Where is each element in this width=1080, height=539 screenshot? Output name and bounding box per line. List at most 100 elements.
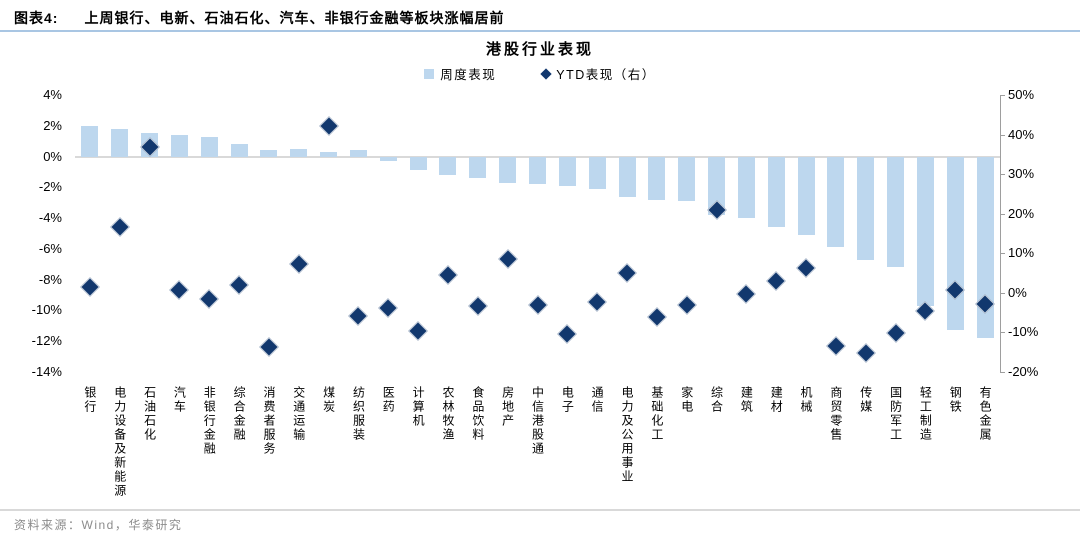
category-label: 综合金融 xyxy=(232,386,247,442)
weekly-bar xyxy=(499,156,517,183)
figure-number: 图表4: xyxy=(14,10,59,26)
category-label: 综合 xyxy=(709,386,724,414)
weekly-bar xyxy=(349,150,367,157)
right-axis-tick xyxy=(1000,213,1005,215)
left-axis-tick-label: -6% xyxy=(38,240,62,256)
ytd-diamond xyxy=(617,262,637,283)
weekly-bar xyxy=(648,156,666,200)
weekly-bar xyxy=(409,156,427,171)
left-axis-tick-label: -8% xyxy=(38,271,62,287)
ytd-diamond xyxy=(169,280,190,301)
right-axis-tick-label: 0% xyxy=(1008,284,1027,300)
category-label: 传媒 xyxy=(858,386,873,414)
category-label: 电力及公用事业 xyxy=(620,386,635,484)
left-axis-tick-label: -2% xyxy=(38,179,62,195)
right-axis-tick xyxy=(1000,253,1005,255)
weekly-bar xyxy=(379,156,397,162)
ytd-diamond xyxy=(557,324,578,344)
weekly-bar xyxy=(290,148,308,157)
right-axis-tick-label: 30% xyxy=(1008,166,1035,182)
weekly-bar xyxy=(737,156,755,219)
right-axis-tick-label: -10% xyxy=(1008,324,1039,340)
ytd-diamond xyxy=(438,265,458,285)
category-label: 房地产 xyxy=(500,386,515,428)
weekly-bar xyxy=(946,156,964,331)
right-axis-tick xyxy=(1000,372,1005,373)
category-label: 基础化工 xyxy=(649,386,664,442)
ytd-diamond xyxy=(80,276,100,297)
category-label: 家电 xyxy=(679,386,694,414)
legend-label-weekly: 周度表现 xyxy=(440,68,497,82)
ytd-diamond xyxy=(199,288,220,309)
right-axis-tick xyxy=(1000,332,1005,334)
weekly-bar xyxy=(887,156,905,268)
weekly-bar xyxy=(170,135,188,157)
ytd-diamond xyxy=(796,258,816,279)
category-label: 消费者服务 xyxy=(261,386,276,456)
left-axis-tick-label: -12% xyxy=(31,333,62,349)
ytd-diamond xyxy=(587,292,608,312)
ytd-diamond xyxy=(825,335,846,356)
right-axis-tick xyxy=(1000,174,1005,176)
right-axis-line xyxy=(1000,95,1001,372)
weekly-bar xyxy=(916,156,934,306)
weekly-bar xyxy=(797,156,815,236)
left-axis-tick-label: 0% xyxy=(43,148,62,164)
category-label: 中信港股通 xyxy=(530,386,545,456)
ytd-diamond xyxy=(676,294,697,315)
footer-rule xyxy=(0,509,1080,511)
category-label: 煤炭 xyxy=(321,386,336,414)
left-axis-tick-label: -14% xyxy=(31,364,62,379)
category-label: 石油石化 xyxy=(142,386,157,442)
weekly-bar xyxy=(618,156,636,197)
category-label: 农林牧渔 xyxy=(440,386,455,442)
weekly-bar xyxy=(439,156,457,175)
weekly-bar xyxy=(708,156,726,216)
category-label: 电力设备及新能源 xyxy=(112,386,127,498)
category-label: 医药 xyxy=(381,386,396,414)
weekly-bar xyxy=(111,128,129,157)
category-label: 交通运输 xyxy=(291,386,306,442)
weekly-bar xyxy=(230,144,248,157)
chart-legend: 周度表现 YTD表现（右） xyxy=(0,64,1080,83)
figure-header: 图表4: 上周银行、电新、石油石化、汽车、非银行金融等板块涨幅居前 xyxy=(14,8,504,28)
right-axis-tick xyxy=(1000,292,1005,294)
header-rule xyxy=(0,30,1080,32)
weekly-bar xyxy=(558,156,576,186)
right-axis-tick-label: -20% xyxy=(1008,364,1039,379)
weekly-bar xyxy=(529,156,546,185)
ytd-diamond xyxy=(736,284,757,304)
right-axis-tick xyxy=(1000,95,1005,96)
weekly-bar xyxy=(857,156,875,260)
weekly-bar xyxy=(767,156,785,228)
category-label: 商贸零售 xyxy=(828,386,843,442)
weekly-bar xyxy=(260,149,278,157)
category-label: 银行 xyxy=(82,386,97,414)
category-label: 有色金属 xyxy=(978,386,993,442)
ytd-diamond xyxy=(318,115,339,136)
weekly-bar xyxy=(827,156,845,248)
figure-title: 上周银行、电新、石油石化、汽车、非银行金融等板块涨幅居前 xyxy=(84,10,505,26)
weekly-bar xyxy=(81,125,99,157)
ytd-diamond xyxy=(348,305,369,326)
ytd-diamond xyxy=(288,254,309,274)
diamond-icon xyxy=(540,67,552,80)
ytd-diamond xyxy=(378,297,399,318)
category-label: 建材 xyxy=(769,386,784,414)
category-label: 建筑 xyxy=(739,386,754,414)
right-axis-tick xyxy=(1000,134,1005,136)
ytd-diamond xyxy=(855,342,876,363)
ytd-diamond xyxy=(467,296,488,316)
category-label: 汽车 xyxy=(172,386,187,414)
weekly-bar xyxy=(976,156,994,339)
right-axis-tick-label: 20% xyxy=(1008,205,1035,221)
ytd-diamond xyxy=(766,270,787,291)
ytd-diamond xyxy=(109,217,130,238)
category-label: 轻工制造 xyxy=(918,386,933,442)
ytd-diamond xyxy=(527,294,548,315)
category-label: 国防军工 xyxy=(888,386,903,442)
category-label: 钢铁 xyxy=(948,386,963,414)
chart-title: 港股行业表现 xyxy=(485,41,594,58)
square-icon xyxy=(424,68,435,79)
